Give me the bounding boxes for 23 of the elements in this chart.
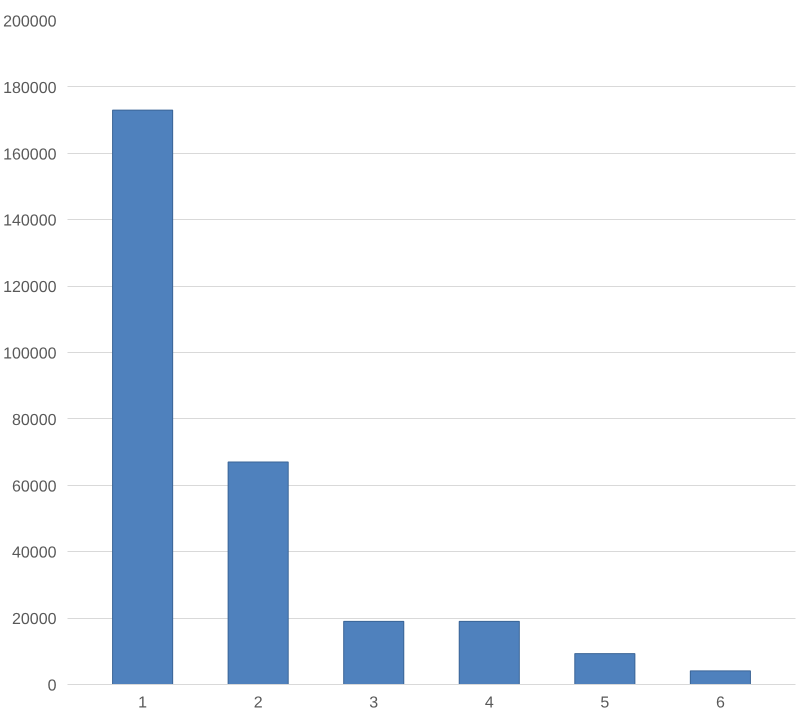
bar — [112, 110, 174, 684]
y-tick-label: 120000 — [3, 279, 57, 296]
bar — [574, 653, 636, 684]
x-tick-label: 4 — [484, 694, 494, 712]
bar — [458, 620, 520, 684]
y-tick-label: 80000 — [12, 412, 57, 429]
y-tick-label: 0 — [48, 678, 57, 694]
y-tick-label: 60000 — [12, 478, 57, 496]
x-tick-label: 2 — [254, 694, 263, 712]
y-tick-label: 200000 — [3, 14, 57, 30]
bar — [228, 462, 289, 684]
y-tick-label: 100000 — [3, 346, 57, 362]
y-tick-label: 180000 — [3, 80, 57, 97]
y-tick-label: 40000 — [12, 544, 57, 562]
x-tick-label: 5 — [600, 694, 610, 712]
bar — [690, 670, 751, 684]
y-tick-label: 160000 — [3, 146, 57, 164]
y-tick-label: 20000 — [12, 611, 57, 628]
x-tick-label: 6 — [716, 694, 725, 712]
x-tick-label: 3 — [369, 694, 378, 712]
y-tick-label: 140000 — [3, 212, 57, 230]
bar — [343, 620, 404, 684]
x-tick-label: 1 — [138, 694, 148, 712]
